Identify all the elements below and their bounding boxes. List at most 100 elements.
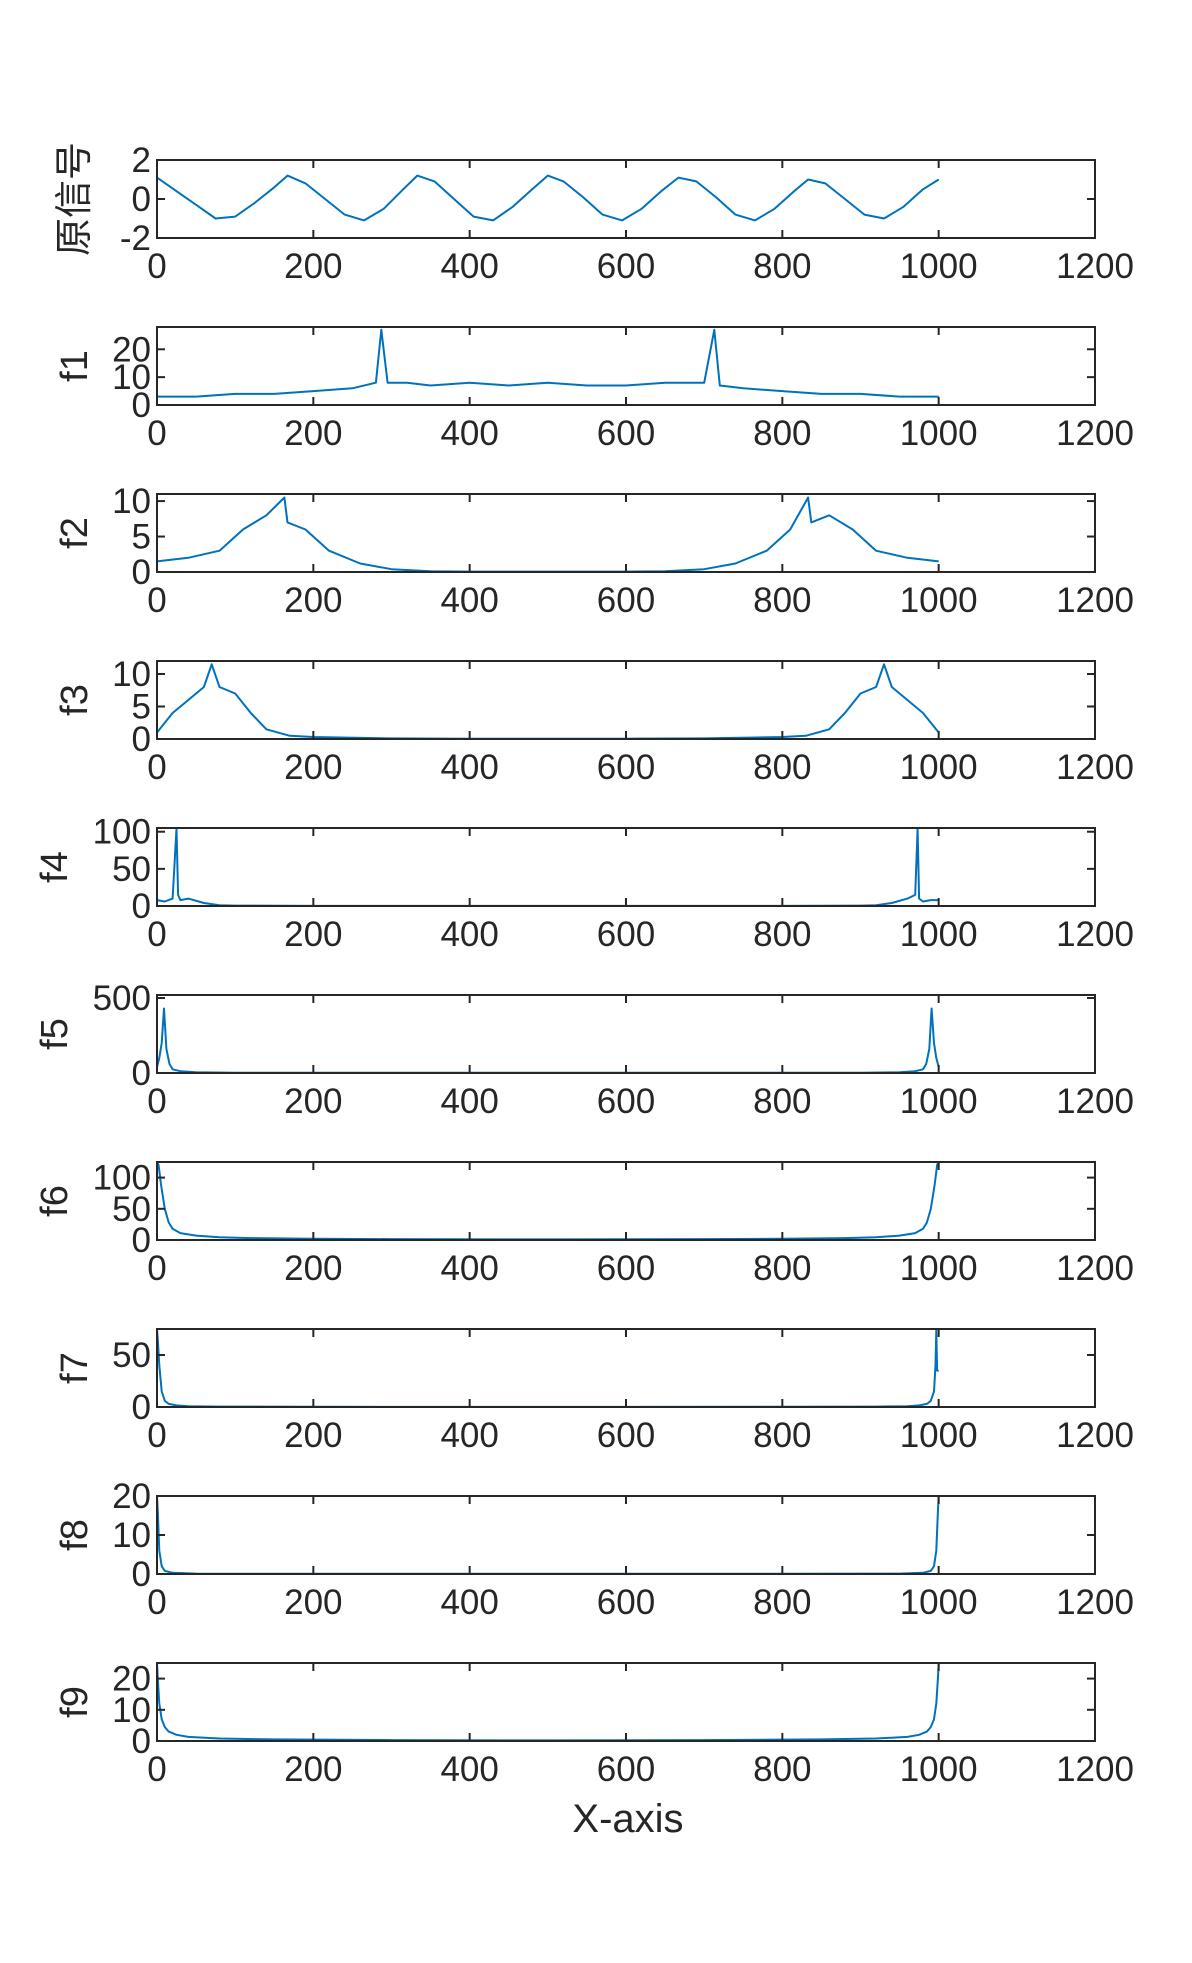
x-tick-label-9-2: 400 — [440, 1750, 498, 1789]
y-tick-label-8-2: 20 — [112, 1477, 151, 1516]
y-axis-label-8: f8 — [54, 1519, 96, 1551]
y-tick-label-2-1: 5 — [132, 518, 151, 557]
x-tick-label-0-3: 600 — [597, 247, 655, 286]
x-tick-label-0-0: 0 — [147, 247, 166, 286]
y-tick-label-9-0: 0 — [132, 1722, 151, 1761]
y-axis-label-2: f2 — [54, 517, 96, 549]
y-tick-label-4-1: 50 — [112, 850, 151, 889]
y-tick-label-3-1: 5 — [132, 688, 151, 727]
x-tick-label-1-4: 800 — [753, 414, 811, 453]
x-tick-label-3-0: 0 — [147, 748, 166, 787]
y-axis-label-0: 原信号 — [54, 142, 96, 256]
y-tick-label-3-2: 10 — [112, 655, 151, 694]
x-tick-label-1-1: 200 — [284, 414, 342, 453]
subplot-5: 0 200 400 600 800 1000 1200 0 500 f5 — [34, 979, 1134, 1121]
x-tick-label-2-4: 800 — [753, 581, 811, 620]
y-tick-label-7-0: 0 — [132, 1388, 151, 1427]
x-tick-label-3-4: 800 — [753, 748, 811, 787]
y-axis-label-9: f9 — [54, 1686, 96, 1718]
x-tick-label-8-3: 600 — [597, 1583, 655, 1622]
x-tick-label-4-6: 1200 — [1056, 915, 1134, 954]
x-tick-label-0-2: 400 — [440, 247, 498, 286]
x-tick-label-9-1: 200 — [284, 1750, 342, 1789]
x-tick-label-9-4: 800 — [753, 1750, 811, 1789]
y-tick-label-8-1: 10 — [112, 1516, 151, 1555]
x-tick-label-7-0: 0 — [147, 1416, 166, 1455]
y-tick-label-7-1: 50 — [112, 1336, 151, 1375]
y-tick-label-1-1: 10 — [112, 358, 151, 397]
x-tick-label-2-6: 1200 — [1056, 581, 1134, 620]
x-tick-label-5-5: 1000 — [900, 1082, 978, 1121]
x-tick-label-4-5: 1000 — [900, 915, 978, 954]
y-tick-label-8-0: 0 — [132, 1555, 151, 1594]
x-tick-label-5-2: 400 — [440, 1082, 498, 1121]
x-tick-label-1-0: 0 — [147, 414, 166, 453]
x-tick-label-2-5: 1000 — [900, 581, 978, 620]
subplot-7: 0 200 400 600 800 1000 1200 0 50 f7 — [54, 1328, 1134, 1455]
x-tick-label-6-2: 400 — [440, 1249, 498, 1288]
x-tick-label-4-1: 200 — [284, 915, 342, 954]
x-tick-label-8-5: 1000 — [900, 1583, 978, 1622]
y-tick-label-3-0: 0 — [132, 720, 151, 759]
x-tick-label-0-4: 800 — [753, 247, 811, 286]
y-tick-label-0-2: 2 — [132, 141, 151, 180]
x-tick-label-9-6: 1200 — [1056, 1750, 1134, 1789]
x-tick-label-8-4: 800 — [753, 1583, 811, 1622]
x-tick-label-5-0: 0 — [147, 1082, 166, 1121]
x-tick-label-3-3: 600 — [597, 748, 655, 787]
x-tick-label-8-1: 200 — [284, 1583, 342, 1622]
y-axis-label-7: f7 — [54, 1352, 96, 1384]
x-axis-label: X-axis — [572, 1797, 683, 1841]
x-tick-label-4-0: 0 — [147, 915, 166, 954]
x-tick-label-0-1: 200 — [284, 247, 342, 286]
x-tick-label-7-3: 600 — [597, 1416, 655, 1455]
x-tick-label-8-2: 400 — [440, 1583, 498, 1622]
x-tick-label-7-4: 800 — [753, 1416, 811, 1455]
x-tick-label-3-1: 200 — [284, 748, 342, 787]
y-tick-label-6-2: 100 — [93, 1159, 151, 1198]
x-tick-label-3-5: 1000 — [900, 748, 978, 787]
x-tick-label-2-3: 600 — [597, 581, 655, 620]
x-tick-label-1-3: 600 — [597, 414, 655, 453]
y-tick-label-0-0: -2 — [120, 219, 151, 258]
x-tick-label-2-1: 200 — [284, 581, 342, 620]
x-tick-label-6-5: 1000 — [900, 1249, 978, 1288]
y-tick-label-4-2: 100 — [93, 813, 151, 852]
x-tick-label-1-2: 400 — [440, 414, 498, 453]
x-tick-label-0-5: 1000 — [900, 247, 978, 286]
x-tick-label-6-0: 0 — [147, 1249, 166, 1288]
y-tick-label-4-0: 0 — [132, 887, 151, 926]
x-tick-label-5-1: 200 — [284, 1082, 342, 1121]
x-tick-label-7-5: 1000 — [900, 1416, 978, 1455]
y-tick-label-1-2: 20 — [112, 330, 151, 369]
y-tick-label-9-2: 20 — [112, 1660, 151, 1699]
x-tick-label-7-2: 400 — [440, 1416, 498, 1455]
y-axis-label-1: f1 — [54, 350, 96, 382]
y-axis-label-3: f3 — [54, 684, 96, 716]
x-tick-label-6-3: 600 — [597, 1249, 655, 1288]
y-axis-label-4: f4 — [34, 851, 76, 883]
x-tick-label-1-6: 1200 — [1056, 414, 1134, 453]
x-tick-label-4-2: 400 — [440, 915, 498, 954]
x-tick-label-7-6: 1200 — [1056, 1416, 1134, 1455]
y-tick-label-2-2: 10 — [112, 482, 151, 521]
x-tick-label-4-4: 800 — [753, 915, 811, 954]
x-tick-label-9-5: 1000 — [900, 1750, 978, 1789]
x-tick-label-9-3: 600 — [597, 1750, 655, 1789]
x-tick-label-6-6: 1200 — [1056, 1249, 1134, 1288]
x-tick-label-5-4: 800 — [753, 1082, 811, 1121]
series-line-1-0 — [157, 328, 939, 398]
x-tick-label-9-0: 0 — [147, 1750, 166, 1789]
y-tick-label-5-1: 500 — [93, 979, 151, 1018]
x-tick-label-8-0: 0 — [147, 1583, 166, 1622]
x-tick-label-2-2: 400 — [440, 581, 498, 620]
y-tick-label-1-0: 0 — [132, 386, 151, 425]
y-tick-label-2-0: 0 — [132, 553, 151, 592]
x-tick-label-3-6: 1200 — [1056, 748, 1134, 787]
